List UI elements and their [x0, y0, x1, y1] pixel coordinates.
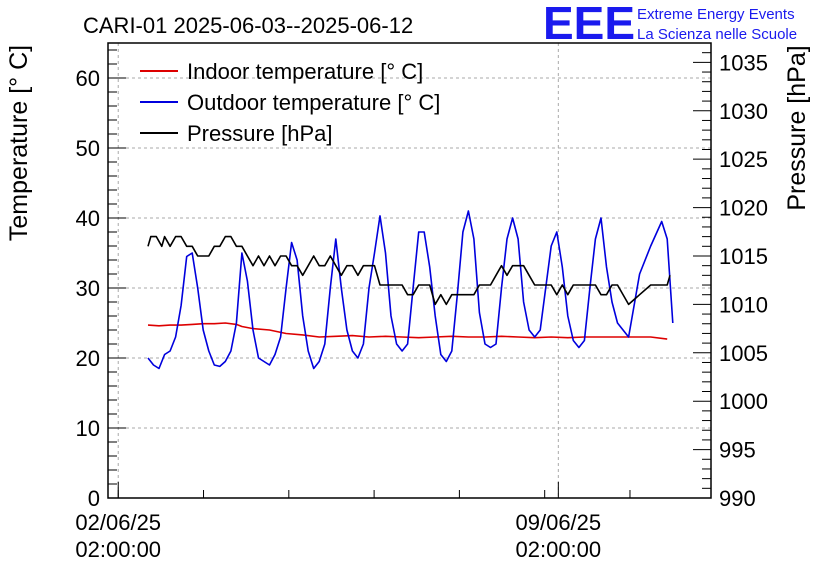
y2-tick-label: 1000: [719, 389, 768, 414]
legend-label-pressure: Pressure [hPa]: [187, 121, 333, 146]
y2-axis-title: Pressure [hPa]: [783, 45, 811, 210]
y-tick-label: 30: [76, 276, 100, 301]
series-layer: [147, 210, 674, 370]
legend-label-outdoor: Outdoor temperature [° C]: [187, 90, 440, 115]
y2-tick-label: 1035: [719, 50, 768, 75]
y2-tick-label: 1020: [719, 196, 768, 221]
y-tick-label: 10: [76, 416, 100, 441]
legend: Indoor temperature [° C] Outdoor tempera…: [140, 59, 440, 146]
series-line-0: [147, 322, 668, 340]
x-tick-date: 09/06/25: [516, 510, 602, 535]
x-tick-time: 02:00:00: [75, 537, 161, 562]
y2-tick-label: 990: [719, 486, 756, 511]
y2-tick-label: 1005: [719, 341, 768, 366]
eee-logo-line1: Extreme Energy Events: [637, 6, 795, 23]
y2-tick-label: 1015: [719, 244, 768, 269]
axis-layer: 0102030405060990995100010051010101510201…: [75, 42, 768, 562]
eee-logo: EEE Extreme Energy Events La Scienza nel…: [543, 0, 797, 49]
y-tick-label: 40: [76, 206, 100, 231]
y2-tick-label: 1030: [719, 99, 768, 124]
series-line-2: [147, 235, 671, 306]
y-tick-label: 20: [76, 346, 100, 371]
plot-frame: [107, 42, 712, 499]
chart-title: CARI-01 2025-06-03--2025-06-12: [83, 13, 413, 38]
eee-logo-mark: EEE: [543, 0, 635, 49]
eee-logo-line2: La Scienza nelle Scuole: [637, 26, 797, 43]
series-line-1: [147, 210, 674, 370]
x-tick-time: 02:00:00: [516, 537, 602, 562]
x-tick-date: 02/06/25: [75, 510, 161, 535]
y-axis-title: Temperature [° C]: [5, 45, 33, 241]
y-tick-label: 0: [88, 486, 100, 511]
legend-label-indoor: Indoor temperature [° C]: [187, 59, 423, 84]
y-tick-label: 60: [76, 66, 100, 91]
y-tick-label: 50: [76, 136, 100, 161]
y2-tick-label: 1010: [719, 292, 768, 317]
y2-tick-label: 1025: [719, 147, 768, 172]
y2-tick-label: 995: [719, 438, 756, 463]
